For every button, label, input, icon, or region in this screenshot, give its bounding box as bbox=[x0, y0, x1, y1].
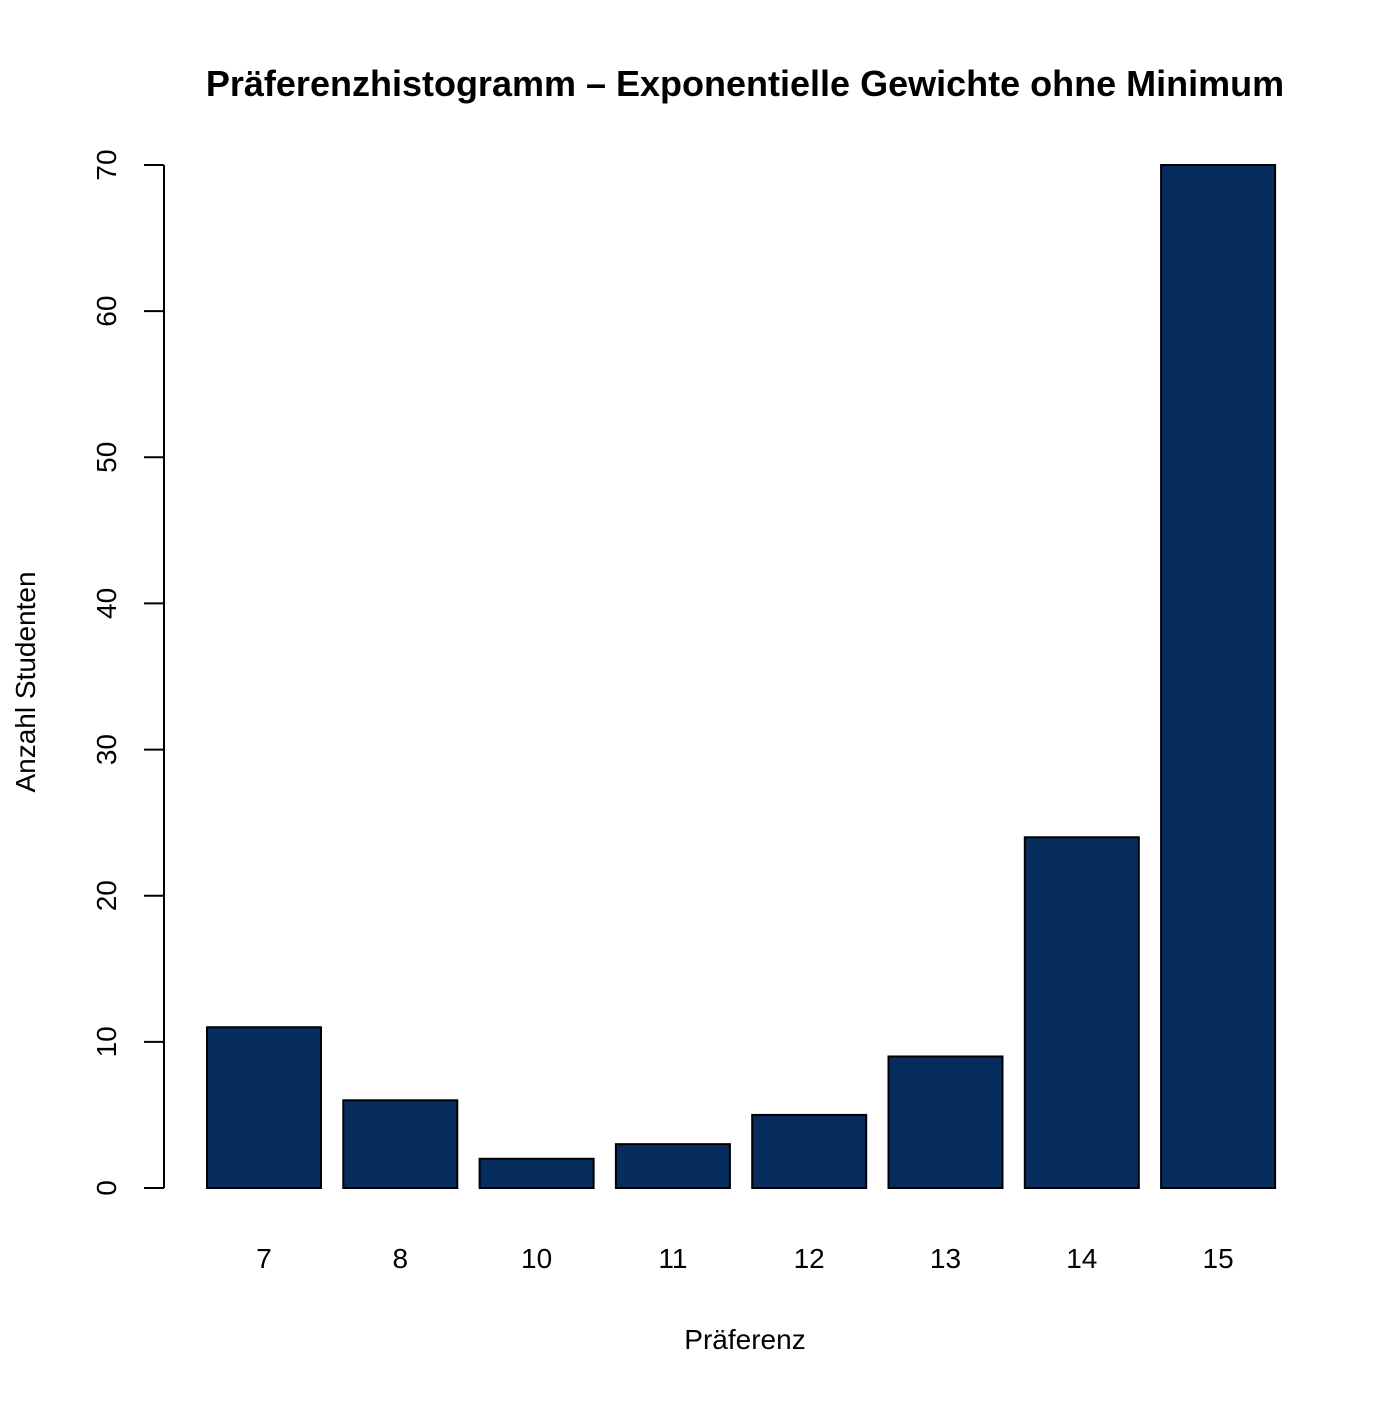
bar bbox=[614, 1143, 731, 1189]
y-axis-label: Anzahl Studenten bbox=[10, 571, 41, 792]
x-tick-label: 11 bbox=[658, 1243, 687, 1274]
x-tick-label: 10 bbox=[521, 1243, 552, 1274]
x-tick-label: 15 bbox=[1203, 1243, 1234, 1274]
bar bbox=[751, 1113, 868, 1190]
y-tick-label: 70 bbox=[91, 149, 122, 180]
bar bbox=[887, 1055, 1004, 1189]
y-tick-label: 30 bbox=[91, 734, 122, 765]
chart-title: Präferenzhistogramm – Exponentielle Gewi… bbox=[206, 63, 1284, 104]
x-tick-label: 7 bbox=[256, 1243, 272, 1274]
y-tick-label: 40 bbox=[91, 588, 122, 619]
x-tick-label: 8 bbox=[393, 1243, 409, 1274]
x-tick-label: 14 bbox=[1066, 1243, 1097, 1274]
bar bbox=[206, 1026, 322, 1189]
y-tick-label: 60 bbox=[91, 296, 122, 327]
y-tick-label: 10 bbox=[91, 1026, 122, 1057]
bar bbox=[1160, 164, 1277, 1189]
bar bbox=[478, 1157, 595, 1190]
y-tick-label: 50 bbox=[91, 442, 122, 473]
x-tick-label: 12 bbox=[794, 1243, 825, 1274]
x-tick-labels: 7 8 10 11 12 13 14 15 bbox=[256, 1243, 1233, 1274]
bar bbox=[342, 1099, 459, 1190]
x-tick-label: 13 bbox=[930, 1243, 961, 1274]
y-tick-label: 0 bbox=[91, 1180, 122, 1196]
bar bbox=[1023, 836, 1140, 1189]
bars-group bbox=[206, 164, 1277, 1190]
x-axis-label: Präferenz bbox=[684, 1324, 805, 1355]
y-tick-label: 20 bbox=[91, 880, 122, 911]
y-axis: 0 10 20 30 40 50 60 70 bbox=[91, 149, 165, 1196]
